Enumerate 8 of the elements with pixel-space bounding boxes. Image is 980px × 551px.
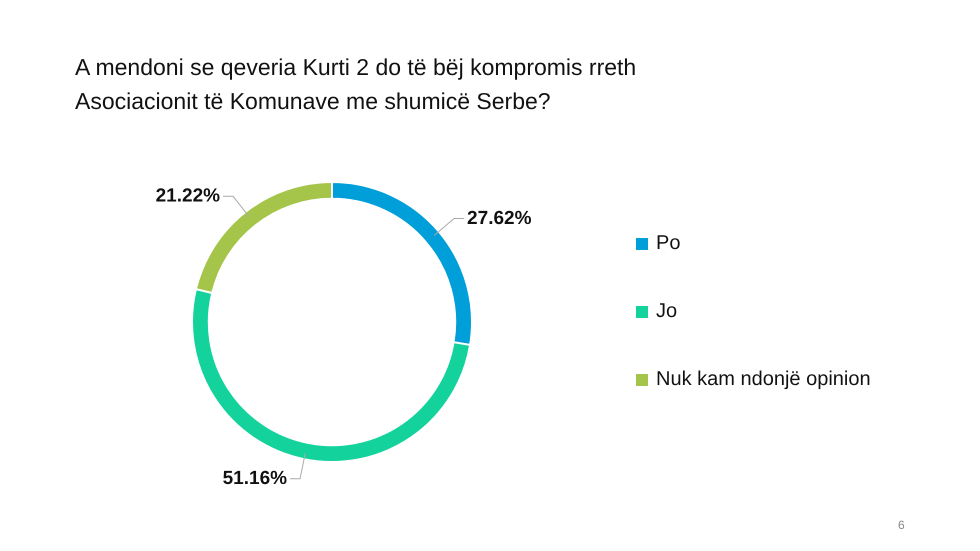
legend-label: Jo — [656, 299, 678, 324]
text: 6 — [898, 518, 905, 532]
data-label: 21.22% — [156, 185, 220, 206]
data-label: 51.16% — [222, 468, 288, 490]
data-label: 27.62% — [467, 208, 532, 229]
chart-title: A mendoni se qeveria Kurti 2 do të bëj kompromis rreth Asociacionit të Komunave me shumicë Serbe? — [75, 53, 638, 116]
legend-label: Po — [656, 231, 680, 256]
legend-label: Nuk kam ndonjë opinion — [656, 367, 871, 392]
